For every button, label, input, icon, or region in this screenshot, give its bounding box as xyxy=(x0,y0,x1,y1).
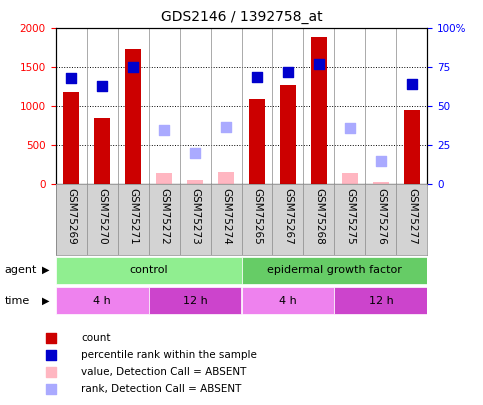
Point xyxy=(377,158,385,164)
Text: percentile rank within the sample: percentile rank within the sample xyxy=(81,350,257,360)
Bar xyxy=(56,287,149,314)
Text: GSM75265: GSM75265 xyxy=(252,188,262,245)
Text: ▶: ▶ xyxy=(42,265,50,275)
Point xyxy=(284,69,292,75)
Bar xyxy=(149,287,242,314)
Text: GSM75274: GSM75274 xyxy=(221,188,231,245)
Text: GSM75277: GSM75277 xyxy=(407,188,417,245)
Bar xyxy=(404,110,420,184)
Text: agent: agent xyxy=(5,265,37,275)
Text: rank, Detection Call = ABSENT: rank, Detection Call = ABSENT xyxy=(81,384,242,394)
Point xyxy=(67,75,75,81)
Bar xyxy=(242,287,334,314)
Text: GSM75270: GSM75270 xyxy=(97,188,107,245)
Text: time: time xyxy=(5,296,30,305)
Bar xyxy=(311,37,327,184)
Point xyxy=(47,335,55,341)
Text: 12 h: 12 h xyxy=(183,296,207,306)
Text: 12 h: 12 h xyxy=(369,296,393,306)
Bar xyxy=(187,179,203,184)
Bar xyxy=(156,173,172,184)
Bar xyxy=(334,287,427,314)
Point xyxy=(129,64,137,70)
Text: GSM75271: GSM75271 xyxy=(128,188,138,245)
Bar xyxy=(56,257,242,284)
Text: GDS2146 / 1392758_at: GDS2146 / 1392758_at xyxy=(161,10,322,24)
Text: 4 h: 4 h xyxy=(279,296,297,306)
Text: ▶: ▶ xyxy=(42,296,50,305)
Point xyxy=(222,124,230,130)
Bar xyxy=(280,85,296,184)
Point xyxy=(408,81,416,88)
Bar xyxy=(242,257,427,284)
Bar xyxy=(373,182,389,184)
Point xyxy=(346,125,354,131)
Bar xyxy=(94,118,110,184)
Text: GSM75276: GSM75276 xyxy=(376,188,386,245)
Point xyxy=(315,61,323,68)
Text: 4 h: 4 h xyxy=(93,296,111,306)
Point xyxy=(47,369,55,375)
Point xyxy=(47,386,55,392)
Bar xyxy=(218,172,234,184)
Text: control: control xyxy=(129,265,168,275)
Text: GSM75272: GSM75272 xyxy=(159,188,169,245)
Bar xyxy=(249,98,265,184)
Point xyxy=(160,126,168,133)
Text: value, Detection Call = ABSENT: value, Detection Call = ABSENT xyxy=(81,367,246,377)
Bar xyxy=(125,49,141,184)
Text: GSM75269: GSM75269 xyxy=(66,188,76,245)
Point xyxy=(191,150,199,156)
Text: GSM75267: GSM75267 xyxy=(283,188,293,245)
Text: GSM75273: GSM75273 xyxy=(190,188,200,245)
Text: epidermal growth factor: epidermal growth factor xyxy=(267,265,402,275)
Text: GSM75268: GSM75268 xyxy=(314,188,324,245)
Text: GSM75275: GSM75275 xyxy=(345,188,355,245)
Point xyxy=(47,352,55,358)
Text: count: count xyxy=(81,333,111,343)
Point xyxy=(253,73,261,80)
Bar xyxy=(342,173,358,184)
Bar xyxy=(63,92,79,184)
Point xyxy=(98,83,106,89)
